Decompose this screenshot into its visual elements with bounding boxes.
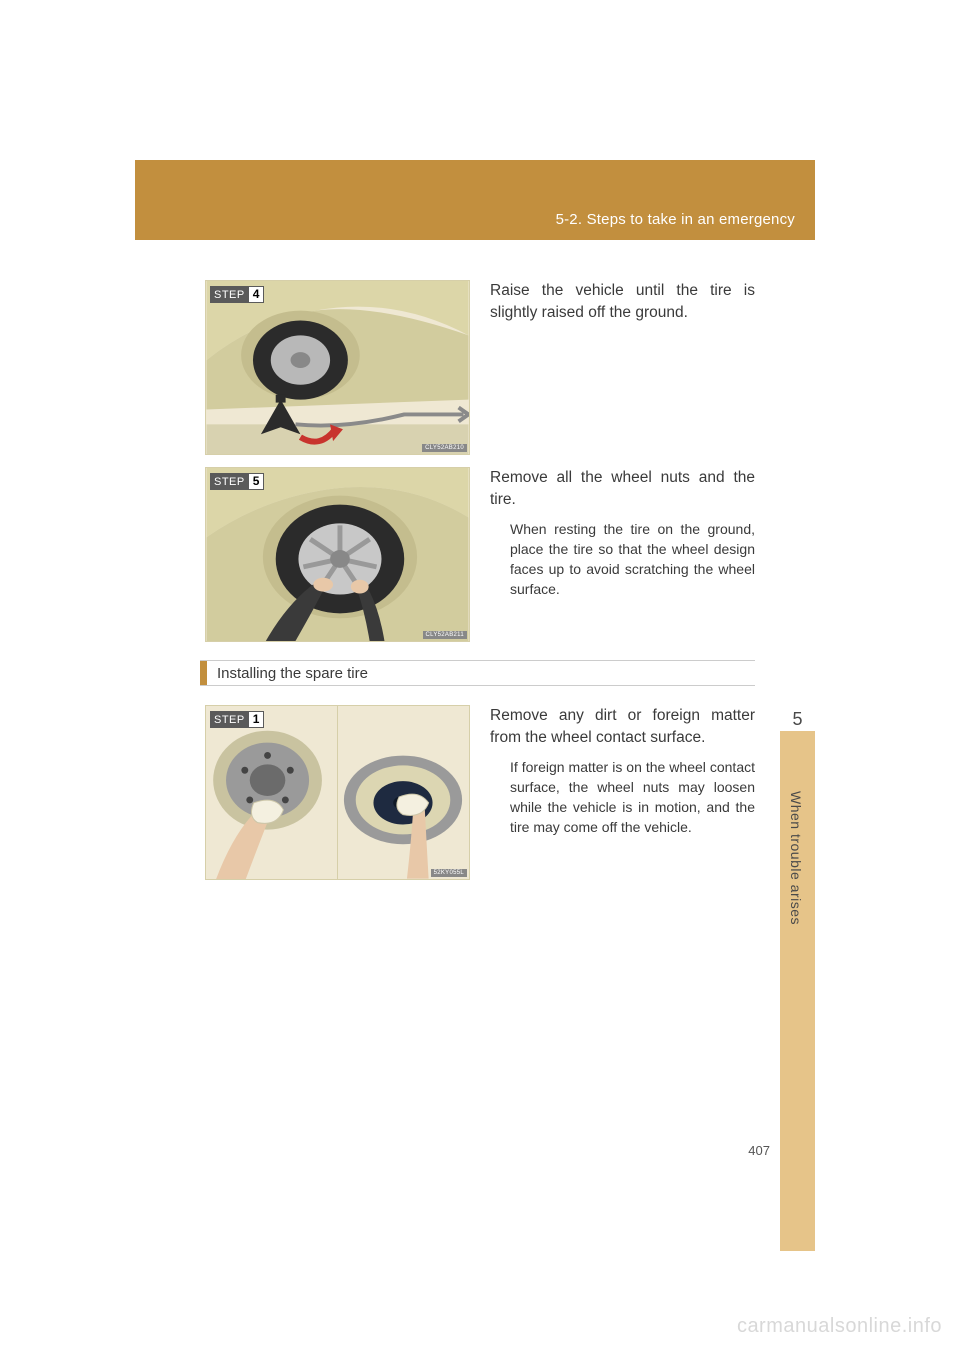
heading-text: Installing the spare tire (217, 665, 368, 682)
figure-code: CLY52AB210 (422, 444, 467, 452)
figure-install-left-svg (206, 706, 337, 879)
header-band: 5-2. Steps to take in an emergency (135, 160, 815, 240)
chapter-label: When trouble arises (788, 791, 804, 925)
footer-watermark: carmanualsonline.info (737, 1315, 942, 1338)
step5-badge: STEP 5 (210, 473, 264, 490)
figure-install-right-svg (338, 706, 469, 879)
figure-code: 52KY055L (431, 869, 467, 877)
heading-accent (200, 661, 207, 685)
figure-step5-svg (206, 468, 469, 641)
step-label: STEP (210, 286, 248, 303)
figure-install-right: 52KY055L (337, 705, 470, 880)
figure-step5: CLY52AB211 (205, 467, 470, 642)
step-number: 1 (248, 711, 265, 728)
step5-subtext: When resting the tire on the ground, pla… (510, 520, 755, 600)
sidebar-tab: 5 When trouble arises (780, 731, 815, 1251)
section-title: 5-2. Steps to take in an emergency (556, 211, 795, 228)
install-subtext: If foreign matter is on the wheel contac… (510, 758, 755, 838)
step5-text: Remove all the wheel nuts and the tire. (490, 467, 755, 512)
step4-text: Raise the vehicle until the tire is slig… (490, 280, 755, 325)
step-label: STEP (210, 473, 248, 490)
step4-badge: STEP 4 (210, 286, 264, 303)
figure-step4: CLY52AB210 (205, 280, 470, 455)
step-number: 4 (248, 286, 265, 303)
figure-step4-svg (206, 281, 469, 454)
figure-code: CLY52AB211 (423, 631, 467, 639)
install-step1-badge: STEP 1 (210, 711, 264, 728)
step-label: STEP (210, 711, 248, 728)
section-heading: Installing the spare tire (200, 660, 755, 686)
chapter-number: 5 (780, 709, 815, 730)
step-number: 5 (248, 473, 265, 490)
install-text: Remove any dirt or foreign matter from t… (490, 705, 755, 750)
page-number: 407 (748, 1143, 770, 1158)
figure-install-left (205, 705, 337, 880)
